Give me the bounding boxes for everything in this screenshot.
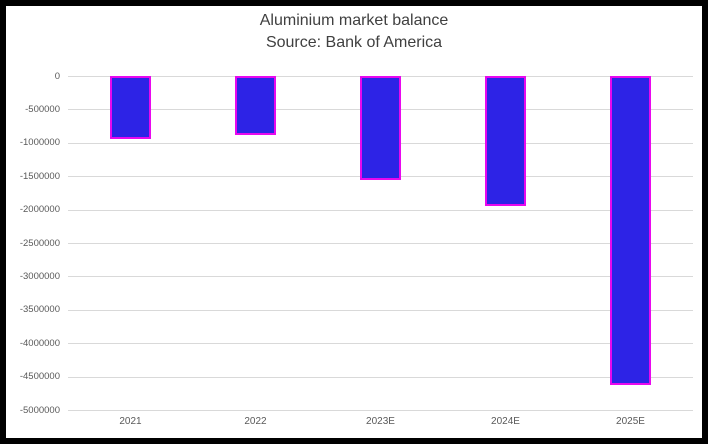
x-axis-category-label: 2024E bbox=[491, 416, 520, 427]
gridline bbox=[68, 276, 693, 278]
bar-2024e bbox=[485, 76, 526, 206]
chart-subtitle: Source: Bank of America bbox=[265, 34, 443, 51]
y-axis-tick-label: -3500000 bbox=[19, 304, 60, 316]
y-axis-tick-label: -5000000 bbox=[19, 404, 60, 416]
x-axis-category-label: 2025E bbox=[616, 416, 645, 427]
chart-title-block: Aluminium market balance Source: Bank of… bbox=[6, 10, 702, 54]
y-axis-tick-label: -1500000 bbox=[19, 170, 60, 182]
gridline bbox=[68, 376, 693, 378]
bar-2025e bbox=[610, 76, 651, 386]
bar-2022 bbox=[235, 76, 276, 136]
x-axis-category-label: 2023E bbox=[366, 416, 395, 427]
y-axis-tick-label: -3000000 bbox=[19, 270, 60, 282]
gridline bbox=[68, 243, 693, 244]
gridline bbox=[68, 209, 693, 211]
gridline bbox=[68, 343, 693, 345]
y-axis-tick-label: -500000 bbox=[25, 103, 60, 115]
y-axis-tick-label: 0 bbox=[54, 70, 60, 82]
x-axis-category-label: 2022 bbox=[244, 416, 267, 427]
gridline bbox=[68, 309, 693, 311]
bar-2023e bbox=[360, 76, 401, 180]
gridline bbox=[68, 410, 693, 411]
bar-2021 bbox=[110, 76, 151, 139]
x-axis-category-label: 2021 bbox=[119, 416, 142, 427]
y-axis-tick-label: -4000000 bbox=[19, 337, 60, 349]
y-axis-tick-label: -2000000 bbox=[19, 204, 60, 216]
y-axis-tick-label: -4500000 bbox=[19, 371, 60, 383]
y-axis-tick-label: -1000000 bbox=[19, 137, 60, 149]
chart-canvas: Aluminium market balance Source: Bank of… bbox=[6, 6, 702, 438]
y-axis-tick-label: -2500000 bbox=[19, 237, 60, 249]
chart-title: Aluminium market balance bbox=[259, 12, 449, 29]
